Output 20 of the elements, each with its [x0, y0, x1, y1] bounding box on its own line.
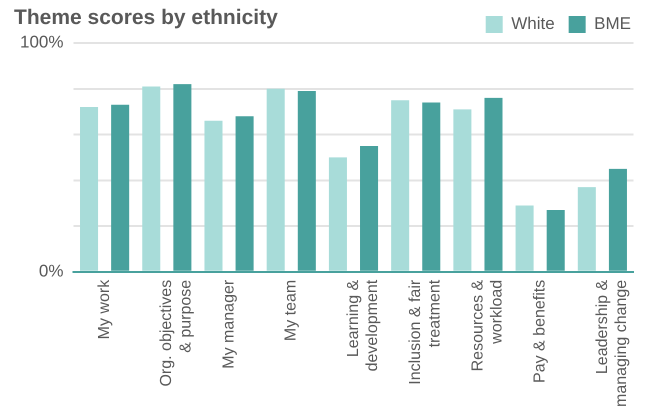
bar [453, 109, 472, 271]
bar [391, 100, 410, 271]
bar [142, 86, 160, 271]
x-tick-label: Org. objectives & purpose [158, 280, 194, 387]
x-tick-label: My team [282, 280, 300, 342]
chart-title: Theme scores by ethnicity [14, 6, 278, 30]
x-tick-label: My manager [220, 279, 238, 369]
x-tick-label: Pay & benefits [532, 280, 549, 383]
bar [516, 205, 534, 271]
bar [578, 187, 596, 271]
y-tick-label: 0% [38, 261, 64, 280]
bar [328, 157, 347, 271]
x-tick-label: Learning & development [344, 279, 382, 372]
x-tick-label: My work [96, 278, 113, 340]
legend-label: White [511, 14, 555, 34]
bar [80, 107, 98, 271]
bar [204, 120, 223, 271]
y-tick-label: 100% [20, 32, 64, 52]
bar [266, 88, 285, 271]
legend-label: BME [594, 14, 632, 34]
